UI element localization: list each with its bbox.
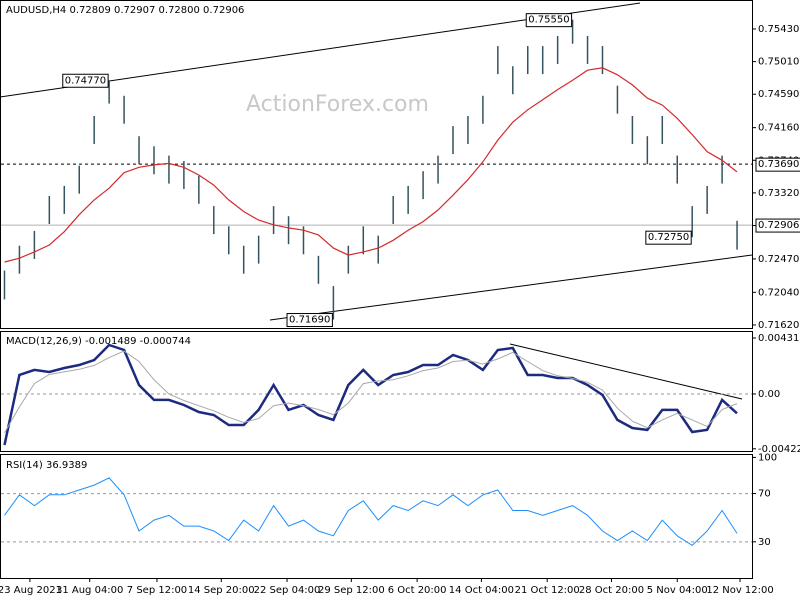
price-level-label: 0.73690 bbox=[758, 159, 799, 170]
annotation-box bbox=[645, 230, 692, 245]
macd-panel bbox=[0, 331, 753, 452]
price-level-label: 0.72906 bbox=[758, 220, 799, 231]
trend-line bbox=[509, 343, 743, 400]
panel-title: AUDUSD,H4 0.72809 0.72907 0.72800 0.7290… bbox=[6, 5, 244, 16]
y-tick-label: 0.71620 bbox=[758, 320, 799, 331]
y-tick-label: 0.72470 bbox=[758, 254, 799, 265]
x-tick-label: 29 Sep 12:00 bbox=[318, 585, 385, 596]
y-tick-label: 0.72040 bbox=[758, 287, 799, 298]
y-tick-label: 30 bbox=[758, 537, 771, 548]
annotation-box bbox=[286, 313, 333, 328]
series-line bbox=[4, 67, 738, 263]
y-tick-label: 0.75010 bbox=[758, 57, 799, 68]
panel-title: MACD(12,26,9) -0.001489 -0.000744 bbox=[6, 336, 191, 347]
y-tick-label: 100 bbox=[758, 452, 777, 463]
x-tick-label: 7 Sep 12:00 bbox=[127, 585, 187, 596]
y-tick-label: 0.00 bbox=[758, 389, 780, 400]
x-tick-label: 12 Nov 12:00 bbox=[706, 585, 773, 596]
x-tick-label: 22 Sep 04:00 bbox=[254, 585, 321, 596]
series-line bbox=[4, 350, 738, 434]
x-tick-label: 5 Nov 04:00 bbox=[647, 585, 708, 596]
price-panel bbox=[0, 0, 753, 329]
x-tick-label: 6 Oct 20:00 bbox=[388, 585, 447, 596]
y-tick-label: 0.73320 bbox=[758, 188, 799, 199]
price-annotation: 0.72750 bbox=[648, 232, 689, 243]
rsi-panel bbox=[0, 454, 753, 579]
price-level-box bbox=[755, 157, 800, 172]
x-tick-label: 23 Aug 2021 bbox=[0, 585, 62, 596]
price-annotation: 0.71690 bbox=[289, 315, 330, 326]
x-tick-label: 14 Oct 04:00 bbox=[449, 585, 514, 596]
price-annotation: 0.75550 bbox=[528, 15, 569, 26]
x-tick-label: 31 Aug 04:00 bbox=[56, 585, 123, 596]
watermark: ActionForex.com bbox=[246, 92, 429, 117]
y-tick-label: -0.004224 bbox=[758, 444, 800, 455]
price-annotation: 0.74770 bbox=[65, 75, 106, 86]
y-tick-label: 0.00431 bbox=[758, 333, 799, 344]
panel-title: RSI(14) 36.9389 bbox=[6, 460, 87, 471]
x-tick-label: 14 Sep 20:00 bbox=[188, 585, 255, 596]
y-tick-label: 0.74590 bbox=[758, 89, 799, 100]
annotation-box bbox=[62, 73, 109, 88]
series-line bbox=[3, 343, 738, 446]
channel-line bbox=[269, 254, 753, 321]
series-line bbox=[4, 477, 738, 547]
price-level-box bbox=[755, 218, 800, 233]
y-tick-label: 0.74160 bbox=[758, 123, 799, 134]
annotation-box bbox=[525, 13, 573, 28]
x-tick-label: 28 Oct 20:00 bbox=[579, 585, 644, 596]
y-tick-label: 70 bbox=[758, 489, 771, 500]
y-tick-label: 0.75430 bbox=[758, 24, 799, 35]
x-tick-label: 21 Oct 12:00 bbox=[515, 585, 580, 596]
